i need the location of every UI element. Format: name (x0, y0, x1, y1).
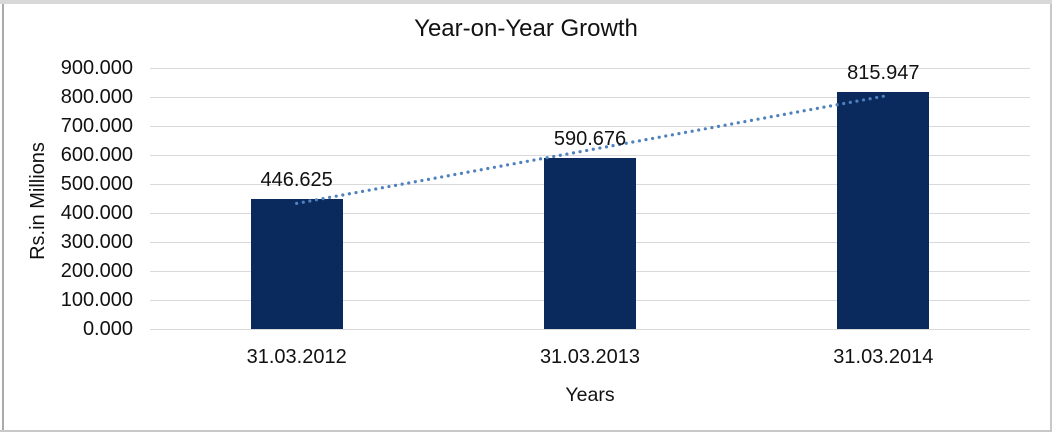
x-axis-title: Years (565, 384, 615, 406)
value-label: 815.947 (847, 62, 920, 85)
value-label: 590.676 (553, 127, 627, 150)
x-tick-label: 31.03.2013 (539, 346, 641, 368)
gridline (150, 67, 1030, 69)
bar (837, 92, 930, 329)
y-tick-label: 0.000 (82, 318, 133, 340)
gridline (150, 328, 1030, 330)
y-tick-label: 300.000 (60, 231, 133, 253)
y-tick-label: 400.000 (60, 202, 133, 224)
chart-title: Year-on-Year Growth (414, 15, 638, 42)
y-tick-label: 600.000 (60, 144, 133, 166)
x-tick-label: 31.03.2014 (833, 346, 934, 368)
y-tick-label: 700.000 (60, 115, 133, 137)
bar (250, 199, 343, 329)
y-tick-label: 500.000 (60, 173, 133, 195)
chart-border-bottom (0, 430, 1050, 432)
chart-border-right (1050, 4, 1052, 432)
y-tick-label: 800.000 (60, 86, 133, 108)
chart-border-top (0, 0, 1052, 4)
value-label: 446.625 (260, 169, 333, 192)
y-tick-label: 200.000 (60, 260, 133, 282)
y-tick-label: 100.000 (60, 289, 133, 311)
chart-border-left (2, 4, 4, 430)
x-tick-label: 31.03.2012 (246, 346, 347, 368)
y-tick-label: 900.000 (60, 57, 133, 79)
bar (544, 157, 636, 329)
